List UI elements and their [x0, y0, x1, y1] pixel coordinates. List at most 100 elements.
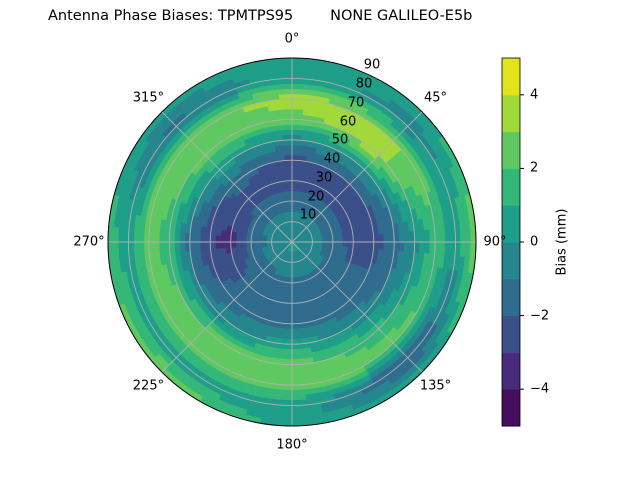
contour-cell [291, 282, 297, 289]
contour-cell [342, 241, 349, 248]
contour-cell [281, 124, 293, 131]
contour-cell [403, 241, 410, 253]
contour-cell [291, 368, 304, 376]
contour-cell [255, 241, 262, 246]
contour-cell [429, 241, 436, 255]
contour-cell [368, 234, 375, 243]
colorbar-band [502, 205, 520, 243]
contour-cell [189, 232, 196, 243]
contour-cell [291, 297, 298, 304]
contour-cell [282, 338, 293, 345]
contour-cell [284, 323, 293, 330]
contour-cell [291, 348, 303, 355]
contour-cell [347, 236, 354, 243]
contour-cell [199, 233, 206, 243]
contour-cell [138, 228, 145, 243]
contour-cell [291, 353, 303, 360]
contour-cell [403, 231, 410, 243]
zenith-tick-label: 50 [331, 132, 349, 148]
contour-cell [398, 241, 405, 253]
contour-cell [291, 379, 305, 386]
polar-frame [107, 57, 477, 427]
contour-cell [174, 241, 181, 253]
contour-cell [291, 175, 299, 182]
contour-cell [291, 129, 303, 136]
contour-cell [408, 230, 415, 243]
contour-cell [352, 241, 359, 249]
azimuth-gridline [161, 111, 293, 243]
contour-cell [287, 195, 293, 202]
azimuth-gridline [291, 111, 423, 243]
contour-cell [280, 108, 293, 116]
contour-cell [341, 231, 349, 238]
contour-cell [322, 238, 329, 243]
contour-cell [295, 286, 302, 294]
contour-cell [283, 144, 293, 151]
contour-cell [235, 236, 242, 243]
contour-cell [291, 333, 301, 340]
zenith-tick-label: 40 [323, 151, 341, 167]
contour-cell [284, 312, 293, 319]
contour-cell [245, 241, 252, 247]
contour-cell [291, 302, 299, 309]
contour-cell [285, 302, 293, 309]
contour-cell [179, 231, 186, 243]
contour-cell [337, 237, 344, 243]
contour-cell [282, 139, 293, 146]
contour-cell [284, 154, 293, 161]
contour-cell [283, 149, 293, 156]
colorbar-band [502, 168, 520, 206]
contour-cell [291, 414, 308, 422]
colorbar-tick-label: −2 [530, 308, 550, 324]
contour-cell [279, 374, 293, 381]
contour-cell [383, 233, 390, 243]
polar-grid [107, 57, 477, 427]
contour-cell [424, 229, 431, 243]
colorbar-band [502, 389, 520, 427]
contour-cell [291, 159, 300, 166]
contour-cell [291, 318, 300, 325]
contour-cell [284, 165, 293, 172]
contour-cell [112, 241, 120, 258]
zenith-tick-label: 20 [307, 189, 325, 204]
contour-cell [283, 328, 293, 335]
contour-cell [291, 358, 304, 365]
contour-cell [296, 291, 303, 299]
chart-title: Antenna Phase Biases: TPMTPS95 NONE GALI… [48, 8, 473, 24]
contour-cell [291, 62, 308, 70]
contour-cell [291, 144, 301, 151]
contour-cell [464, 241, 472, 258]
contour-cell [291, 154, 300, 161]
contour-cell [204, 234, 211, 243]
contour-cell [418, 241, 426, 254]
azimuth-tick-label: 0° [284, 31, 300, 47]
contour-cell [153, 229, 160, 243]
contour-cell [282, 190, 289, 198]
contour-cell [215, 241, 222, 250]
contour-cell [148, 229, 155, 243]
contour-cell [336, 232, 344, 239]
azimuth-tick-label: 45° [424, 90, 448, 106]
contour-cell [133, 241, 140, 257]
contour-cell [418, 230, 426, 243]
contour-cell [424, 241, 431, 255]
contour-cell [373, 234, 380, 243]
contour-cell [398, 231, 405, 243]
contour-cell [194, 233, 201, 243]
contour-cell [284, 159, 293, 166]
zenith-tick-label: 90 [363, 57, 381, 73]
contour-cell [283, 333, 293, 340]
contour-cell [291, 165, 300, 172]
contour-cell [464, 226, 472, 243]
colorbar-band [502, 352, 520, 390]
contour-cell [235, 246, 243, 253]
contour-cell [250, 241, 257, 246]
contour-cell [220, 235, 227, 243]
contour-cell [291, 409, 308, 417]
colorbar-band [502, 94, 520, 133]
contour-cell [291, 98, 305, 105]
contour-cell [278, 389, 293, 396]
contour-cell [279, 379, 293, 386]
